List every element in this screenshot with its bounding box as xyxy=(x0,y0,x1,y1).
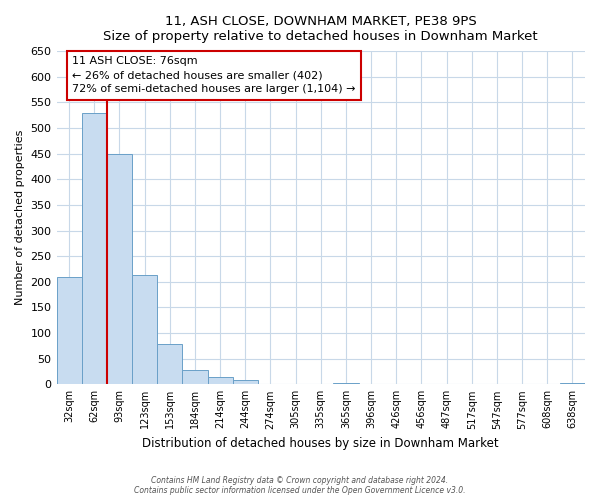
Bar xyxy=(157,344,182,385)
Title: 11, ASH CLOSE, DOWNHAM MARKET, PE38 9PS
Size of property relative to detached ho: 11, ASH CLOSE, DOWNHAM MARKET, PE38 9PS … xyxy=(103,15,538,43)
Bar xyxy=(208,377,233,384)
X-axis label: Distribution of detached houses by size in Downham Market: Distribution of detached houses by size … xyxy=(142,437,499,450)
Text: 11 ASH CLOSE: 76sqm
← 26% of detached houses are smaller (402)
72% of semi-detac: 11 ASH CLOSE: 76sqm ← 26% of detached ho… xyxy=(73,56,356,94)
Y-axis label: Number of detached properties: Number of detached properties xyxy=(15,130,25,306)
Bar xyxy=(82,112,107,384)
Bar xyxy=(56,276,82,384)
Bar xyxy=(107,154,132,384)
Bar xyxy=(334,383,359,384)
Bar xyxy=(233,380,258,384)
Text: Contains HM Land Registry data © Crown copyright and database right 2024.
Contai: Contains HM Land Registry data © Crown c… xyxy=(134,476,466,495)
Bar xyxy=(182,370,208,384)
Bar xyxy=(132,275,157,384)
